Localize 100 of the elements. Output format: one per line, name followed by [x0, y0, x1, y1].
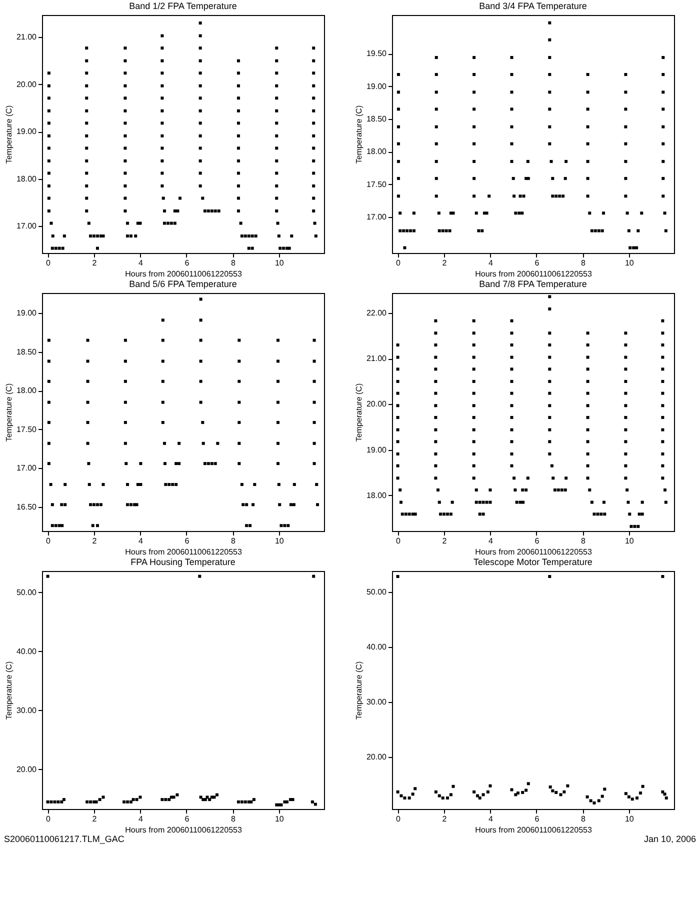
- x-axis-title: Hours from 20060110061220553: [125, 826, 242, 834]
- point: [98, 798, 102, 802]
- point: [548, 575, 552, 578]
- point: [398, 488, 402, 492]
- point: [472, 332, 476, 335]
- point: [624, 792, 628, 796]
- point: [198, 184, 202, 188]
- point: [47, 380, 50, 383]
- point: [662, 176, 665, 180]
- point: [518, 194, 522, 198]
- x-tick-label: 6: [534, 814, 540, 824]
- point: [510, 356, 514, 359]
- point: [588, 488, 592, 492]
- point: [562, 790, 566, 794]
- point: [661, 575, 664, 578]
- x-tick-label: 10: [624, 814, 634, 824]
- point: [238, 420, 241, 424]
- point: [488, 500, 492, 504]
- point: [236, 184, 240, 188]
- point: [472, 392, 476, 395]
- y-tick-label: 40.00: [16, 646, 38, 656]
- point: [312, 72, 316, 75]
- point: [124, 184, 127, 188]
- point: [129, 503, 132, 506]
- point: [160, 109, 164, 112]
- point: [92, 234, 96, 238]
- point: [85, 96, 88, 100]
- point: [162, 196, 165, 200]
- point: [316, 503, 320, 506]
- point: [624, 404, 628, 408]
- text: Jan 10, 2006: [642, 834, 697, 846]
- point: [312, 462, 316, 466]
- point: [215, 793, 218, 796]
- x-tick-label: 8: [230, 258, 236, 268]
- point: [217, 209, 220, 212]
- point: [87, 222, 90, 225]
- point: [161, 338, 164, 342]
- y-axis-title: Temperature (C): [354, 383, 364, 442]
- point: [208, 798, 212, 802]
- point: [275, 146, 278, 150]
- point: [396, 452, 400, 456]
- x-tick-label: 10: [624, 536, 634, 546]
- point: [168, 482, 171, 486]
- point: [245, 503, 248, 506]
- point: [163, 462, 166, 466]
- point: [396, 380, 400, 383]
- point: [586, 404, 590, 408]
- point: [589, 799, 592, 802]
- y-tick-label: 21.00: [366, 354, 388, 364]
- point: [124, 122, 127, 125]
- point: [212, 796, 216, 799]
- point: [551, 789, 554, 792]
- point: [434, 452, 438, 456]
- point: [434, 380, 438, 383]
- point: [253, 482, 256, 486]
- point: [662, 142, 665, 146]
- point: [664, 796, 668, 800]
- point: [548, 343, 552, 346]
- point: [199, 338, 202, 342]
- point: [126, 482, 130, 486]
- point: [396, 356, 400, 359]
- point: [85, 134, 88, 138]
- point: [250, 800, 253, 804]
- point: [96, 503, 99, 506]
- point: [85, 109, 88, 112]
- point: [278, 246, 282, 250]
- x-tick-label: 2: [442, 258, 448, 268]
- point: [236, 84, 240, 88]
- point: [472, 404, 476, 408]
- point: [53, 800, 56, 804]
- x-tick-label: 0: [396, 258, 402, 268]
- point: [548, 380, 552, 383]
- point: [597, 799, 600, 802]
- point: [51, 234, 54, 238]
- point: [276, 360, 280, 363]
- point: [161, 400, 164, 404]
- point: [247, 234, 250, 238]
- point: [134, 234, 138, 238]
- point: [472, 464, 476, 468]
- point: [434, 356, 438, 359]
- point: [400, 512, 404, 516]
- point: [550, 160, 553, 163]
- point: [92, 503, 96, 506]
- point: [396, 575, 400, 578]
- point: [403, 246, 406, 250]
- point: [276, 380, 280, 383]
- point: [201, 420, 204, 424]
- point: [396, 392, 400, 395]
- y-tick-label: 50.00: [366, 587, 388, 596]
- point: [472, 452, 476, 456]
- point: [216, 442, 220, 445]
- point: [198, 46, 202, 50]
- point: [548, 368, 552, 371]
- point: [47, 196, 50, 200]
- x-tick-label: 4: [138, 814, 144, 824]
- point: [482, 793, 485, 796]
- point: [472, 73, 476, 76]
- point: [174, 462, 178, 466]
- point: [452, 784, 455, 788]
- point: [662, 125, 665, 128]
